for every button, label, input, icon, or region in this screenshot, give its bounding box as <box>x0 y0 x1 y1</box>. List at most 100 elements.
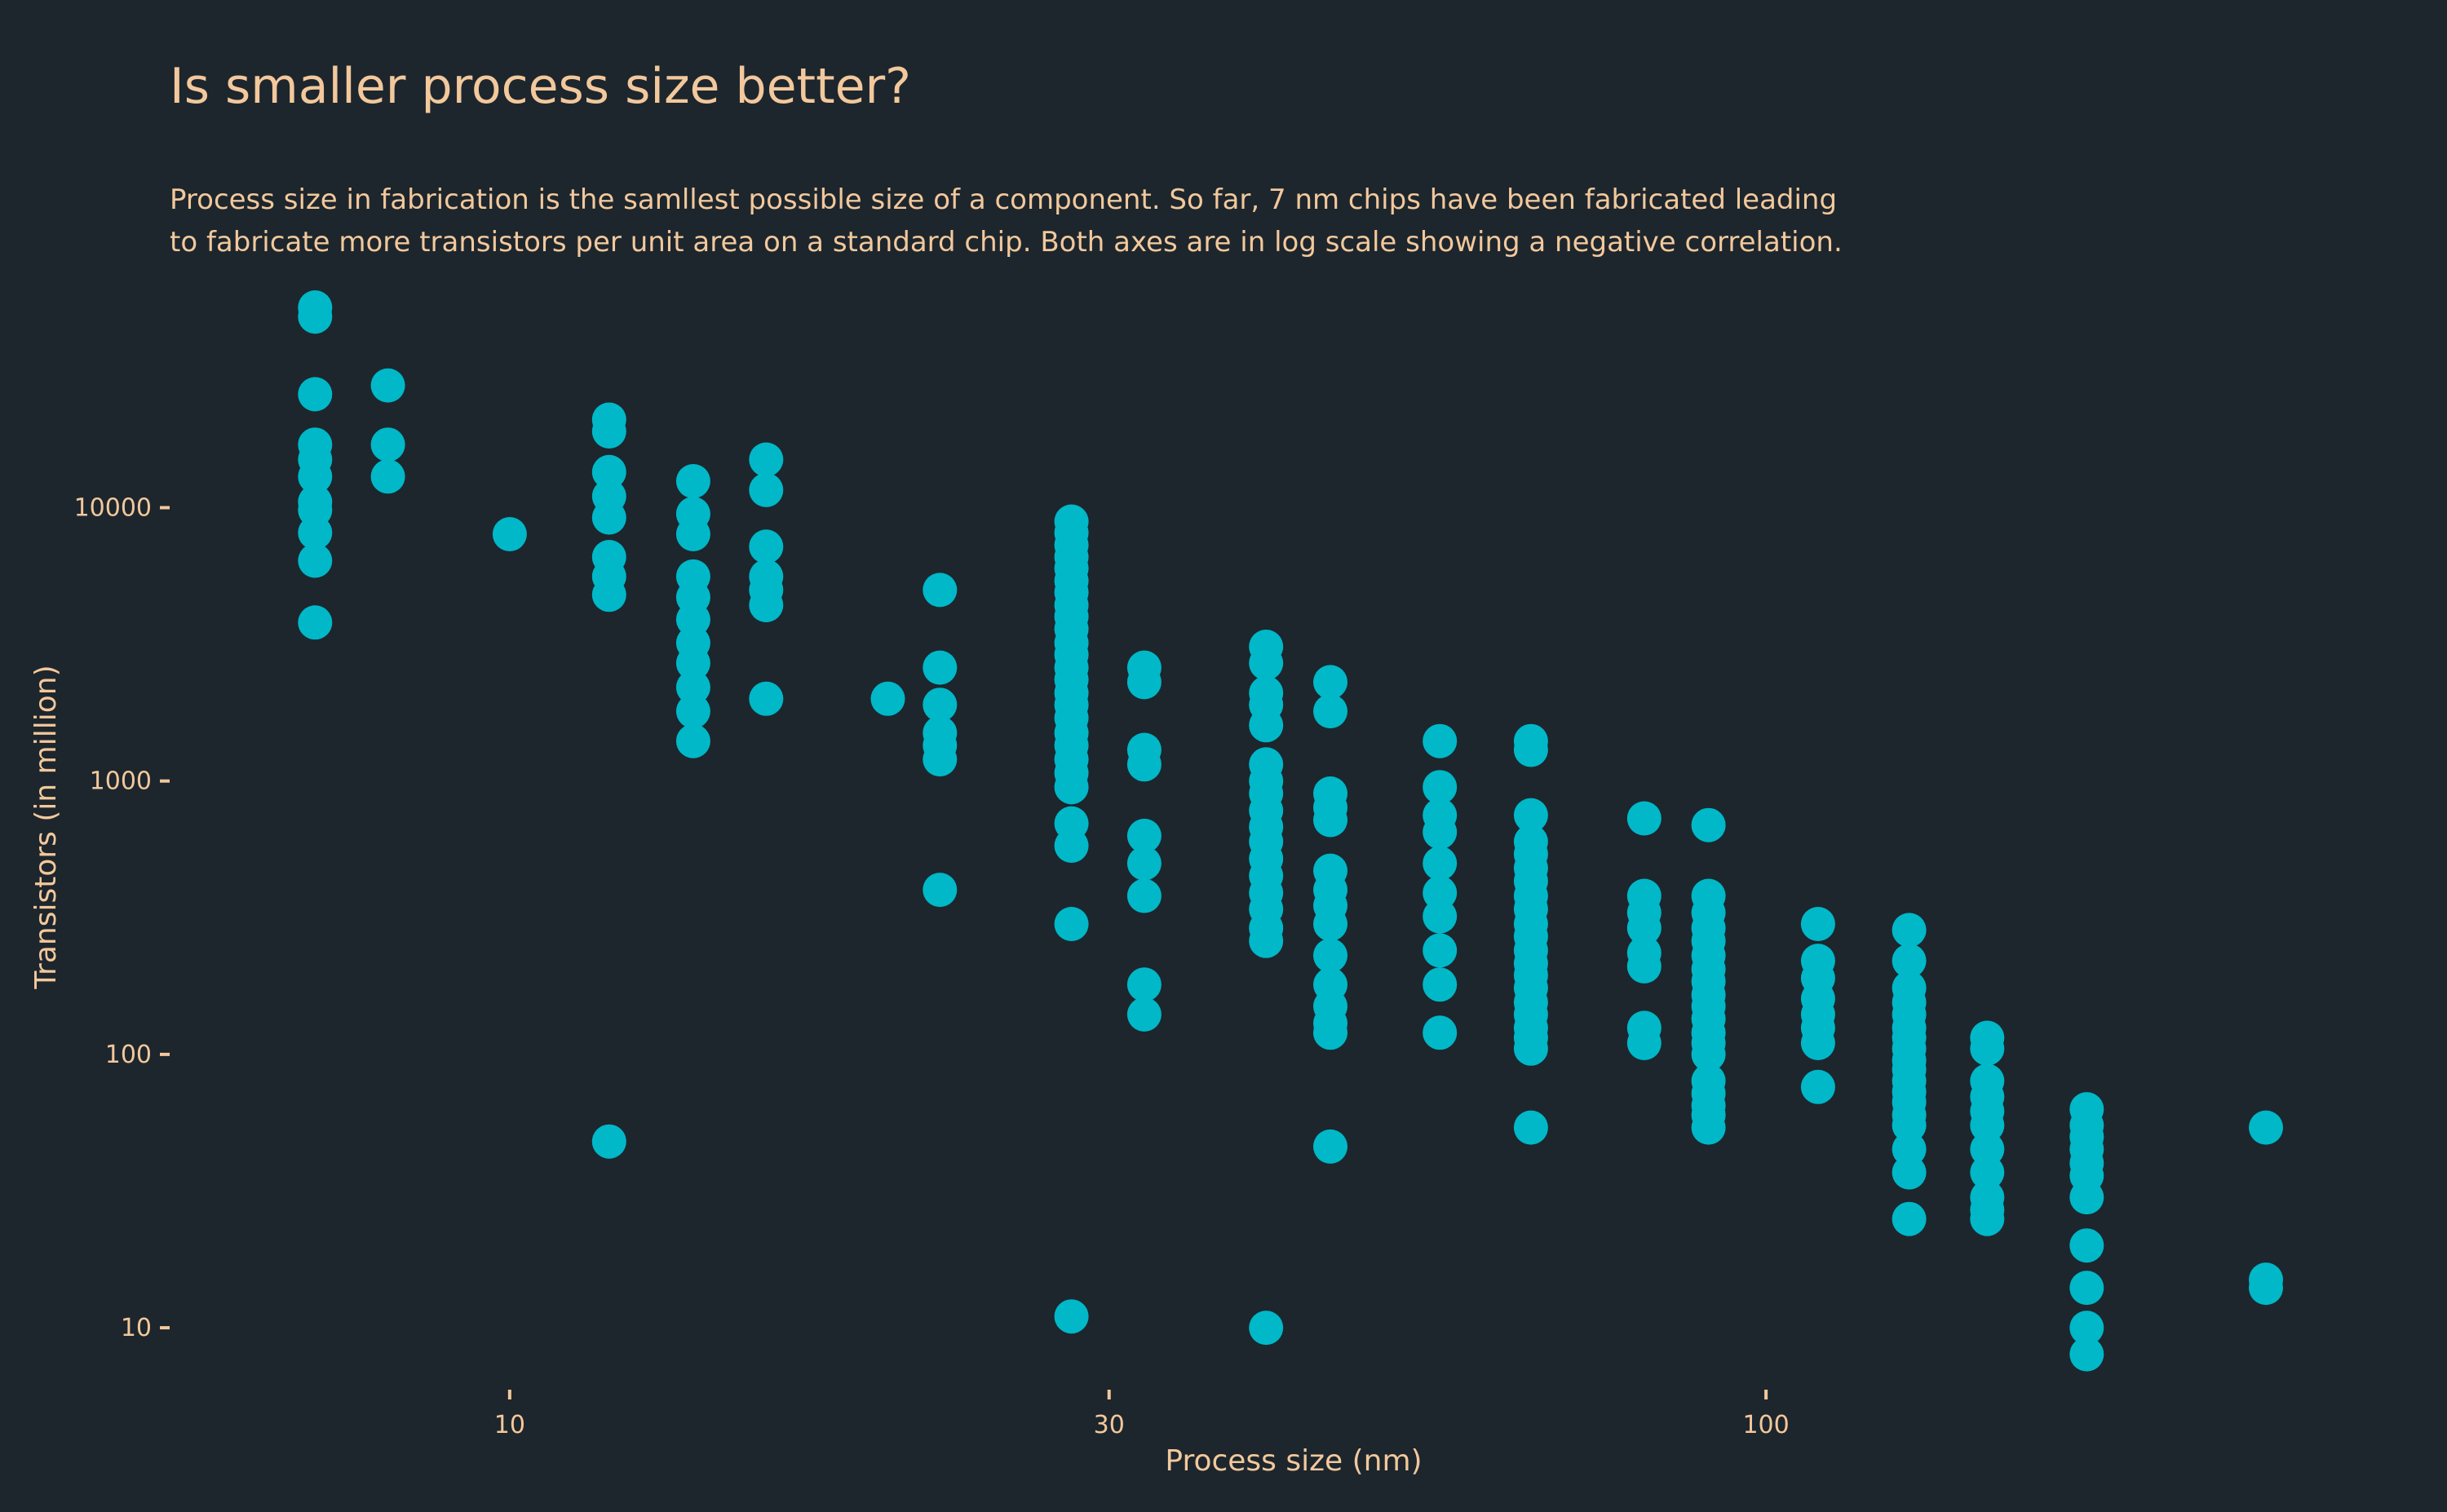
data-point <box>1126 747 1162 782</box>
y-tick-label: 100 <box>105 1041 152 1069</box>
data-point <box>591 500 626 535</box>
data-point <box>675 694 710 729</box>
x-tick-label: 100 <box>1742 1411 1789 1439</box>
data-point <box>923 873 958 908</box>
data-point <box>1126 846 1162 881</box>
y-axis-title: Transistors (in million) <box>29 665 63 989</box>
x-axis-title: Process size (nm) <box>1165 1444 1422 1478</box>
data-point <box>1126 818 1162 853</box>
chart-subtitle-line-1: Process size in fabrication is the samll… <box>170 183 1837 216</box>
data-point <box>1423 1015 1458 1050</box>
y-tick-label: 1000 <box>90 767 152 796</box>
data-point <box>1626 948 1662 984</box>
x-tick-label: 10 <box>494 1411 525 1439</box>
data-point <box>1970 1031 2005 1066</box>
data-point <box>1313 1015 1347 1050</box>
data-point <box>2069 1180 2104 1215</box>
data-point <box>1892 1201 1927 1236</box>
data-point <box>1249 923 1284 958</box>
data-point <box>749 588 784 622</box>
data-point <box>1626 1026 1662 1060</box>
data-point <box>492 517 527 551</box>
data-point <box>1691 807 1726 842</box>
data-point <box>1054 907 1089 941</box>
data-point <box>870 681 905 716</box>
data-point <box>298 605 333 640</box>
data-point <box>1054 1299 1089 1334</box>
y-tick-label: 10 <box>121 1314 152 1342</box>
data-point <box>1313 907 1347 941</box>
data-point <box>1423 770 1458 805</box>
data-point <box>591 1124 626 1159</box>
data-point <box>1892 1155 1927 1190</box>
data-point <box>1054 829 1089 863</box>
data-point <box>1800 907 1835 941</box>
data-point <box>298 459 333 494</box>
data-point <box>1423 723 1458 758</box>
data-point <box>923 687 958 723</box>
data-point <box>675 464 710 498</box>
data-point <box>1423 875 1458 910</box>
data-point <box>2069 1337 2104 1372</box>
data-point <box>2069 1228 2104 1263</box>
data-point <box>298 543 333 578</box>
data-point <box>370 368 405 403</box>
data-point <box>1054 770 1089 805</box>
data-point <box>1423 899 1458 934</box>
data-point <box>1626 801 1662 836</box>
data-point <box>749 472 784 507</box>
data-point <box>1126 878 1162 913</box>
data-point <box>749 681 784 716</box>
data-point <box>591 414 626 449</box>
data-point <box>1513 1110 1548 1145</box>
data-point <box>1423 933 1458 968</box>
data-point <box>1313 938 1347 973</box>
data-point <box>1892 944 1927 979</box>
data-point <box>1423 815 1458 850</box>
chart-title: Is smaller process size better? <box>170 58 911 115</box>
data-point <box>298 299 333 334</box>
data-point <box>923 650 958 685</box>
data-point <box>675 602 710 637</box>
data-point <box>1892 1107 1927 1143</box>
data-point <box>591 454 626 489</box>
data-points <box>298 290 2283 1372</box>
data-point <box>1126 997 1162 1032</box>
data-point <box>1423 846 1458 881</box>
data-point <box>298 515 333 550</box>
data-point <box>1126 665 1162 700</box>
x-axis: 10 30 100 <box>494 1390 1790 1439</box>
data-point <box>2249 1271 2283 1306</box>
data-point <box>1249 1311 1284 1346</box>
data-point <box>675 517 710 551</box>
data-point <box>749 529 784 564</box>
data-point <box>923 742 958 777</box>
data-point <box>1691 1037 1726 1072</box>
data-point <box>1423 967 1458 1002</box>
y-tick-label: 10000 <box>74 493 152 522</box>
x-tick-label: 30 <box>1094 1411 1125 1439</box>
data-point <box>1970 1201 2005 1236</box>
data-point <box>1313 802 1347 838</box>
data-point <box>2069 1311 2104 1346</box>
data-point <box>1249 646 1284 681</box>
data-point <box>923 573 958 608</box>
data-point <box>591 577 626 612</box>
data-point <box>1313 665 1347 700</box>
data-point <box>675 723 710 758</box>
data-point <box>1800 1069 1835 1104</box>
data-point <box>1800 1026 1835 1060</box>
data-point <box>1313 1129 1347 1164</box>
data-point <box>298 377 333 412</box>
data-point <box>1249 708 1284 743</box>
chart-subtitle-line-2: to fabricate more transistors per unit a… <box>170 226 1843 259</box>
data-point <box>370 459 405 494</box>
y-axis: 10 100 1000 10000 <box>74 493 170 1342</box>
data-point <box>1892 913 1927 948</box>
data-point <box>1126 967 1162 1002</box>
data-point <box>1691 1110 1726 1145</box>
data-point <box>1313 694 1347 729</box>
data-point <box>370 427 405 462</box>
data-point <box>1626 910 1662 945</box>
